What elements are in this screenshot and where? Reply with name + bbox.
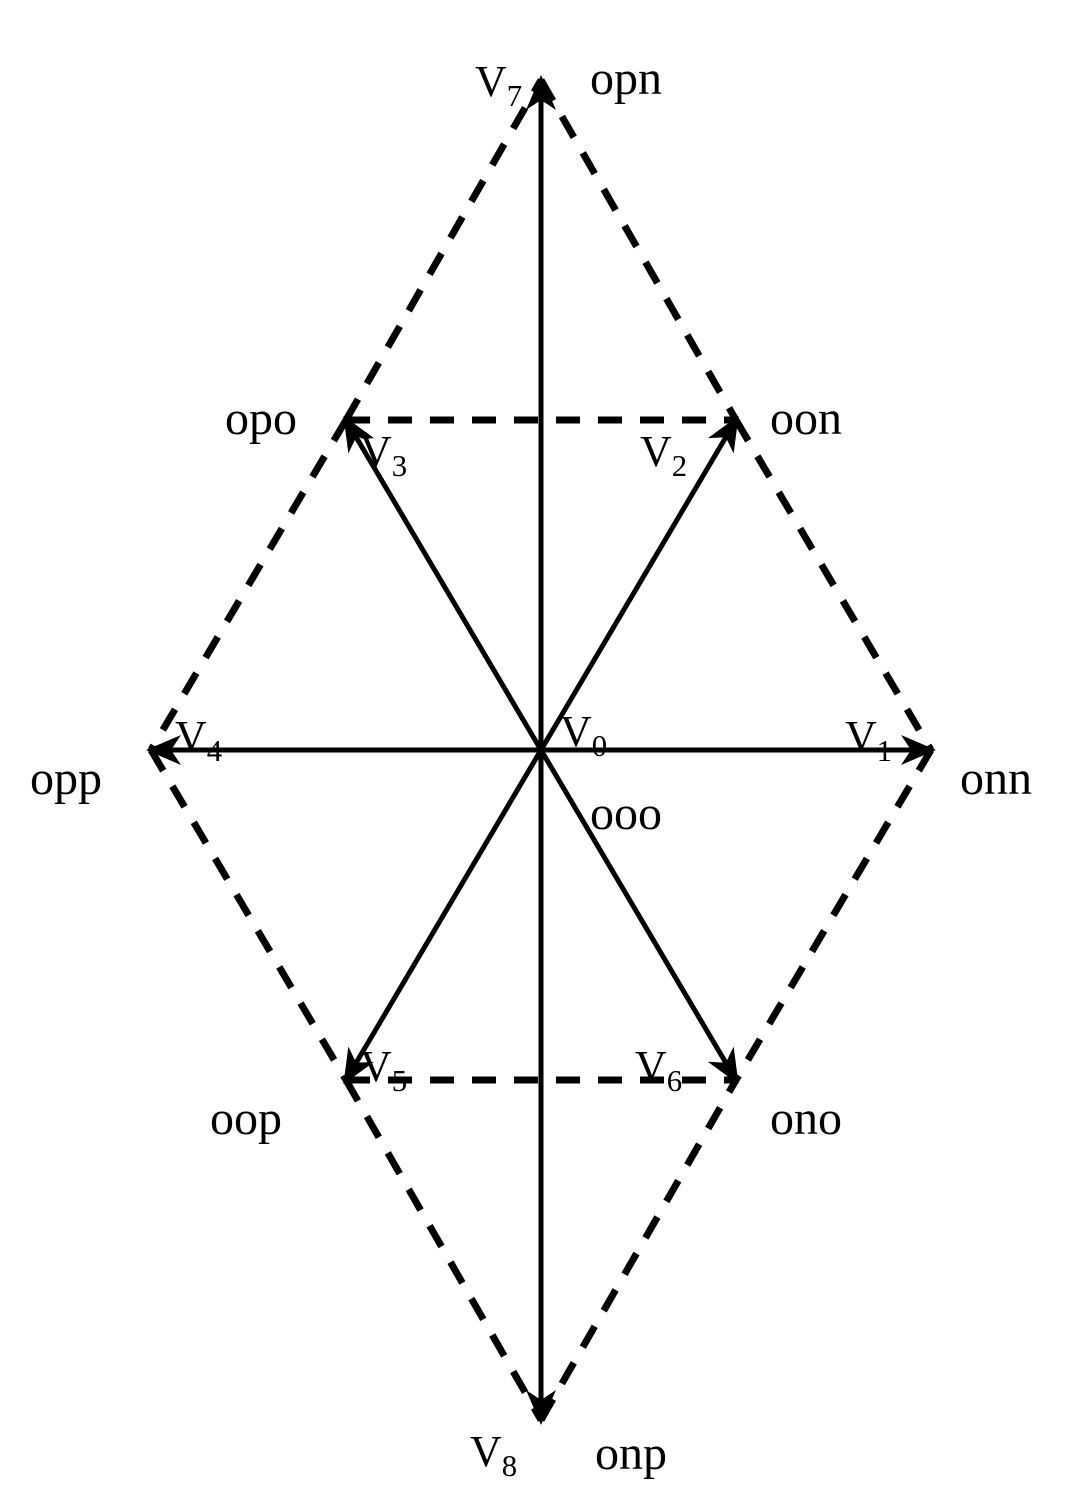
text-V3: V3 xyxy=(360,427,407,476)
text-V0: V0 xyxy=(560,707,607,756)
text-oon: oon xyxy=(770,392,842,445)
label-V2: V2 xyxy=(640,430,687,482)
text-opp: opp xyxy=(30,752,102,805)
label-opo: opo xyxy=(225,395,297,443)
text-V4: V4 xyxy=(175,712,222,761)
label-opp: opp xyxy=(30,755,102,803)
text-opo: opo xyxy=(225,392,297,445)
label-V8: V8 xyxy=(470,1430,517,1482)
label-V4: V4 xyxy=(175,715,222,767)
text-V7: V7 xyxy=(475,57,522,106)
text-V8: V8 xyxy=(470,1427,517,1476)
text-oop: oop xyxy=(210,1092,282,1145)
text-ooo: ooo xyxy=(590,787,662,840)
text-onn: onn xyxy=(960,752,1032,805)
text-V6: V6 xyxy=(635,1042,682,1091)
label-V7: V7 xyxy=(475,60,522,112)
label-opn: opn xyxy=(590,55,662,103)
text-V5: V5 xyxy=(360,1042,407,1091)
text-ono: ono xyxy=(770,1092,842,1145)
text-onp: onp xyxy=(595,1427,667,1480)
label-oop: oop xyxy=(210,1095,282,1143)
label-ooo: ooo xyxy=(590,790,662,838)
label-V6: V6 xyxy=(635,1045,682,1097)
text-V2: V2 xyxy=(640,427,687,476)
label-V0: V0 xyxy=(560,710,607,762)
label-ono: ono xyxy=(770,1095,842,1143)
label-V5: V5 xyxy=(360,1045,407,1097)
vector-diagram xyxy=(0,0,1083,1499)
text-opn: opn xyxy=(590,52,662,105)
label-onp: onp xyxy=(595,1430,667,1478)
solid-vectors xyxy=(151,80,931,1420)
label-oon: oon xyxy=(770,395,842,443)
label-V1: V1 xyxy=(845,715,892,767)
label-onn: onn xyxy=(960,755,1032,803)
text-V1: V1 xyxy=(845,712,892,761)
label-V3: V3 xyxy=(360,430,407,482)
